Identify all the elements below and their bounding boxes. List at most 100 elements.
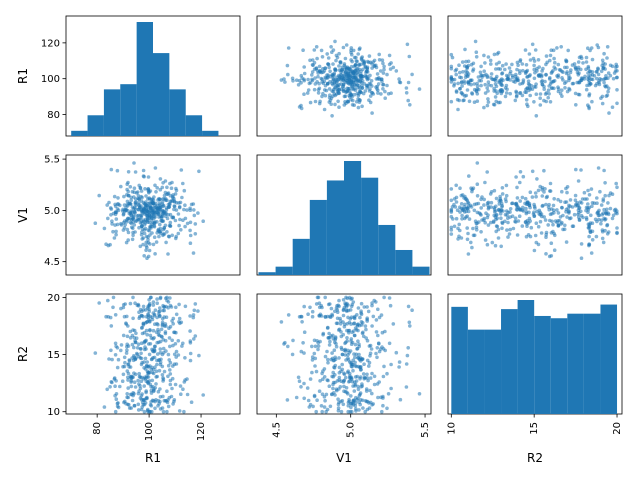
- scatter-point: [543, 92, 548, 96]
- scatter-point: [147, 220, 152, 225]
- scatter-point: [341, 313, 346, 318]
- scatter-point: [521, 174, 526, 179]
- scatter-point: [573, 193, 578, 198]
- scatter-point: [327, 343, 332, 347]
- scatter-point: [469, 82, 473, 87]
- scatter-point: [615, 226, 619, 230]
- scatter-point: [161, 181, 165, 185]
- scatter-point: [459, 80, 464, 85]
- histogram-bar: [395, 249, 413, 275]
- scatter-point: [128, 185, 133, 189]
- scatter-point: [331, 370, 336, 375]
- scatter-point: [144, 194, 148, 198]
- scatter-point: [551, 79, 556, 84]
- scatter-point: [126, 170, 131, 174]
- scatter-point: [361, 406, 365, 410]
- scatter-point: [335, 55, 340, 60]
- scatter-point: [328, 314, 332, 319]
- y-tick-label: 20: [47, 293, 60, 304]
- scatter-point: [150, 208, 154, 213]
- scatter-point: [552, 231, 556, 236]
- scatter-point: [118, 384, 122, 389]
- scatter-point: [286, 72, 290, 77]
- scatter-point: [142, 231, 147, 236]
- y-axis-label-R2: R2: [16, 346, 30, 362]
- scatter-point: [157, 330, 161, 334]
- scatter-point: [585, 83, 589, 88]
- scatter-point: [137, 310, 141, 315]
- histogram-bar: [120, 84, 137, 136]
- scatter-point: [362, 61, 367, 65]
- scatter-point: [552, 197, 556, 201]
- scatter-point: [379, 92, 383, 96]
- scatter-point: [174, 355, 178, 359]
- scatter-point: [480, 195, 484, 199]
- scatter-point: [183, 304, 188, 309]
- scatter-point: [317, 389, 322, 394]
- scatter-point: [331, 48, 336, 52]
- scatter-point: [116, 401, 120, 405]
- scatter-point: [327, 384, 332, 389]
- scatter-point: [372, 64, 377, 69]
- scatter-point: [155, 374, 159, 379]
- scatter-point: [168, 202, 172, 207]
- scatter-point: [318, 99, 322, 104]
- scatter-point: [350, 330, 355, 335]
- scatter-point: [503, 94, 508, 99]
- scatter-point: [173, 192, 178, 196]
- scatter-point: [153, 365, 157, 370]
- scatter-point: [352, 103, 357, 107]
- scatter-point: [146, 312, 150, 317]
- scatter-point: [562, 227, 567, 232]
- scatter-point: [151, 300, 156, 304]
- scatter-point: [486, 89, 490, 93]
- scatter-point: [153, 252, 157, 256]
- scatter-point: [310, 370, 314, 375]
- scatter-point: [102, 226, 107, 231]
- scatter-point: [544, 235, 548, 239]
- scatter-point: [119, 306, 123, 311]
- scatter-point: [523, 196, 528, 201]
- scatter-point: [167, 326, 171, 331]
- scatter-point: [329, 306, 334, 311]
- scatter-point: [110, 357, 114, 362]
- scatter-point: [381, 61, 385, 66]
- scatter-point: [575, 201, 579, 205]
- scatter-point: [115, 222, 120, 227]
- scatter-point: [337, 51, 341, 56]
- scatter-point: [153, 220, 157, 224]
- scatter-point: [362, 305, 367, 309]
- scatter-point: [595, 76, 599, 81]
- scatter-point: [367, 364, 371, 368]
- scatter-point: [112, 236, 117, 240]
- scatter-point: [410, 72, 414, 77]
- scatter-point: [595, 201, 599, 205]
- scatter-point: [139, 233, 144, 237]
- scatter-point: [491, 102, 496, 107]
- scatter-point: [524, 234, 529, 239]
- scatter-point: [146, 409, 150, 414]
- scatter-point: [417, 392, 422, 396]
- scatter-point: [404, 362, 409, 366]
- scatter-point: [336, 402, 341, 407]
- scatter-point: [376, 341, 381, 346]
- scatter-point: [331, 358, 336, 363]
- scatter-point: [171, 322, 175, 326]
- scatter-point: [567, 88, 572, 92]
- scatter-point: [510, 62, 514, 67]
- scatter-point: [357, 62, 362, 67]
- scatter-point: [164, 324, 168, 328]
- scatter-point: [601, 240, 606, 245]
- scatter-point: [587, 222, 592, 227]
- scatter-point: [514, 77, 518, 81]
- scatter-point: [143, 356, 148, 361]
- scatter-point: [123, 209, 127, 214]
- scatter-point: [315, 56, 319, 61]
- scatter-point: [549, 241, 554, 245]
- scatter-point: [525, 75, 529, 79]
- x-axis-label-R1: R1: [145, 451, 161, 465]
- scatter-point: [372, 374, 377, 379]
- histogram-bar: [275, 266, 293, 275]
- scatter-point: [453, 68, 458, 73]
- scatter-point: [449, 214, 454, 219]
